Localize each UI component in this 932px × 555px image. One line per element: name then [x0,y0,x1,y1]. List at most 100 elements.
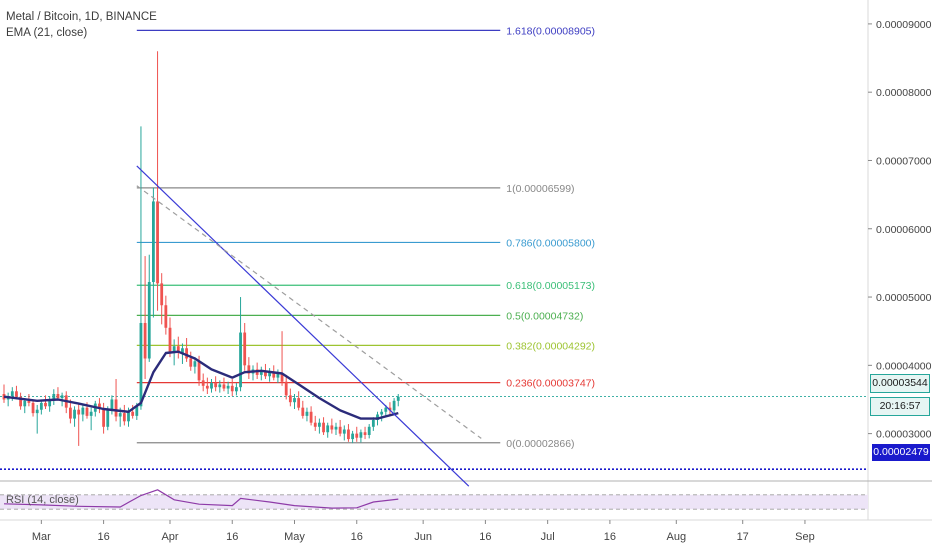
level-price-tag: 0.00002479 [872,444,930,461]
candle-body [297,398,301,408]
y-tick-label: 0.00003000 [876,429,932,441]
candle-body [309,411,313,423]
candle-body [371,419,375,427]
candle-body [210,383,213,389]
candle-body [268,372,271,377]
candle-body [384,407,388,412]
candle-body [276,373,280,378]
candle-body [193,361,197,367]
candle-body [89,411,93,416]
candle-body [122,413,126,422]
candle-body [85,407,89,416]
rsi-indicator-label[interactable]: RSI (14, close) [6,494,79,506]
candle-body [301,407,305,416]
fib-level-label: 1.618(0.00008905) [506,25,595,37]
candle-body [102,409,105,427]
candle-body [201,380,205,386]
candle-body [181,348,184,354]
fib-level-label: 1(0.00006599) [506,183,574,195]
candle-body [235,387,238,392]
y-tick-label: 0.00009000 [876,19,932,31]
candle-body [330,425,334,430]
candle-body [110,399,114,410]
candle-body [118,413,122,417]
x-tick-label: 16 [351,531,363,543]
candle-body [172,346,176,352]
candle-body [322,422,325,433]
candle-body [342,429,346,434]
candle-body [106,409,110,427]
candle-body [318,422,321,427]
fib-level-label: 0.236(0.00003747) [506,378,595,390]
y-tick-label: 0.00008000 [876,87,932,99]
candle-body [176,346,180,354]
candle-body [135,406,139,416]
fib-level-label: 0(0.00002866) [506,438,574,450]
x-tick-label: Jun [414,531,432,543]
symbol-title[interactable]: Metal / Bitcoin, 1D, BINANCE [6,11,157,23]
candle-body [31,402,35,414]
chart-legend: Metal / Bitcoin, 1D, BINANCE EMA (21, cl… [6,9,157,41]
candle-body [259,370,263,375]
x-tick-label: 16 [604,531,616,543]
candle-body [363,432,367,435]
candle-body [347,429,350,440]
last-price-tag: 0.00003544 [870,374,930,393]
candle-body [27,400,31,403]
candle-body [152,201,155,283]
candle-body [44,402,47,407]
candle-body [280,373,284,382]
candle-body [69,407,72,419]
y-tick-label: 0.00006000 [876,224,932,236]
rsi-band [0,494,868,510]
candle-body [288,395,292,403]
candle-body [226,385,230,389]
candle-body [272,372,276,378]
candle-body [392,400,396,411]
candle-body [239,332,242,388]
x-tick-label: 16 [97,531,109,543]
dashed-trendline [136,185,482,439]
candle-body [131,411,135,416]
candle-body [15,391,18,397]
y-tick-label: 0.00005000 [876,292,932,304]
x-tick-label: May [284,531,305,543]
candle-body [143,322,147,359]
descending-trendline [136,165,470,487]
x-tick-label: Aug [667,531,687,543]
candle-body [147,282,151,359]
candle-body [264,370,267,377]
candle-body [380,411,384,415]
candle-body [23,400,27,407]
candle-body [313,422,317,427]
countdown-tag: 20:16:57 [870,397,930,416]
y-tick-label: 0.00007000 [876,155,932,167]
candle-body [81,407,85,415]
candle-body [230,385,234,392]
candle-body [39,402,43,410]
candle-body [222,384,226,389]
rsi-line [3,489,399,509]
candle-body [19,396,22,407]
y-tick-label: 0.00004000 [876,360,932,372]
candle-body [52,394,56,400]
candle-body [168,327,172,352]
x-tick-label: Apr [161,531,178,543]
candle-body [189,358,193,367]
fib-level-label: 0.618(0.00005173) [506,280,595,292]
candle-body [35,409,39,414]
candle-body [73,409,76,419]
candle-body [284,381,288,396]
candle-body [10,391,14,397]
ema-indicator-label[interactable]: EMA (21, close) [6,27,88,39]
candle-body [139,322,143,407]
candle-body [127,411,130,422]
candle-body [396,396,400,401]
fib-level-label: 0.5(0.00004732) [506,310,583,322]
x-tick-label: 16 [479,531,491,543]
candle-body [338,426,342,434]
candle-body [376,414,379,420]
candle-body [243,332,247,366]
